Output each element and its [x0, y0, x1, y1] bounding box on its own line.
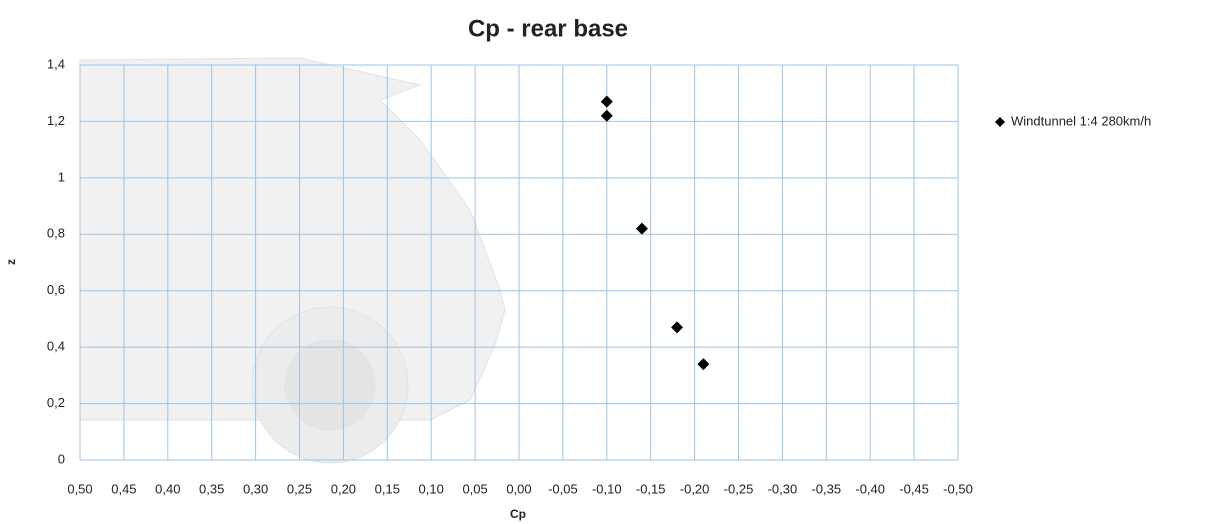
y-tick-label: 1,2	[47, 113, 65, 128]
x-tick-label: 0,05	[462, 481, 487, 496]
x-tick-label: -0,20	[680, 481, 710, 496]
point	[671, 321, 684, 334]
x-tick-label: -0,25	[724, 481, 754, 496]
x-tick-label: 0,45	[111, 481, 136, 496]
legend-label: Windtunnel 1:4 280km/h	[1011, 113, 1151, 128]
y-tick-label: 0	[58, 451, 65, 466]
y-tick-label: 1	[58, 169, 65, 184]
y-axis-title: z	[4, 259, 18, 265]
x-tick-label: 0,00	[506, 481, 531, 496]
point	[635, 222, 648, 235]
x-tick-label: -0,30	[768, 481, 798, 496]
x-tick-label: 0,30	[243, 481, 268, 496]
background-car	[79, 57, 506, 464]
x-axis-title: Cp	[510, 507, 526, 521]
x-tick-label: 0,35	[199, 481, 224, 496]
x-tick-label: -0,05	[548, 481, 578, 496]
x-tick-label: -0,50	[943, 481, 973, 496]
point	[600, 109, 613, 122]
y-tick-label: 0,4	[47, 339, 65, 354]
y-tick-label: 1,4	[47, 56, 65, 71]
point	[697, 358, 710, 371]
y-tick-label: 0,6	[47, 282, 65, 297]
x-tick-label: 0,10	[419, 481, 444, 496]
x-tick-label: -0,45	[899, 481, 929, 496]
chart-title: Cp - rear base	[468, 15, 628, 42]
y-tick-label: 0,8	[47, 226, 65, 241]
x-tick-label: -0,40	[855, 481, 885, 496]
x-tick-label: 0,40	[155, 481, 180, 496]
x-tick-label: -0,10	[592, 481, 622, 496]
y-tick-label: 0,2	[47, 395, 65, 410]
legend-marker	[995, 117, 1005, 127]
x-tick-label: 0,50	[67, 481, 92, 496]
x-tick-label: 0,15	[375, 481, 400, 496]
point	[600, 95, 613, 108]
x-tick-label: -0,35	[811, 481, 841, 496]
x-tick-label: -0,15	[636, 481, 666, 496]
x-tick-label: 0,20	[331, 481, 356, 496]
x-tick-label: 0,25	[287, 481, 312, 496]
